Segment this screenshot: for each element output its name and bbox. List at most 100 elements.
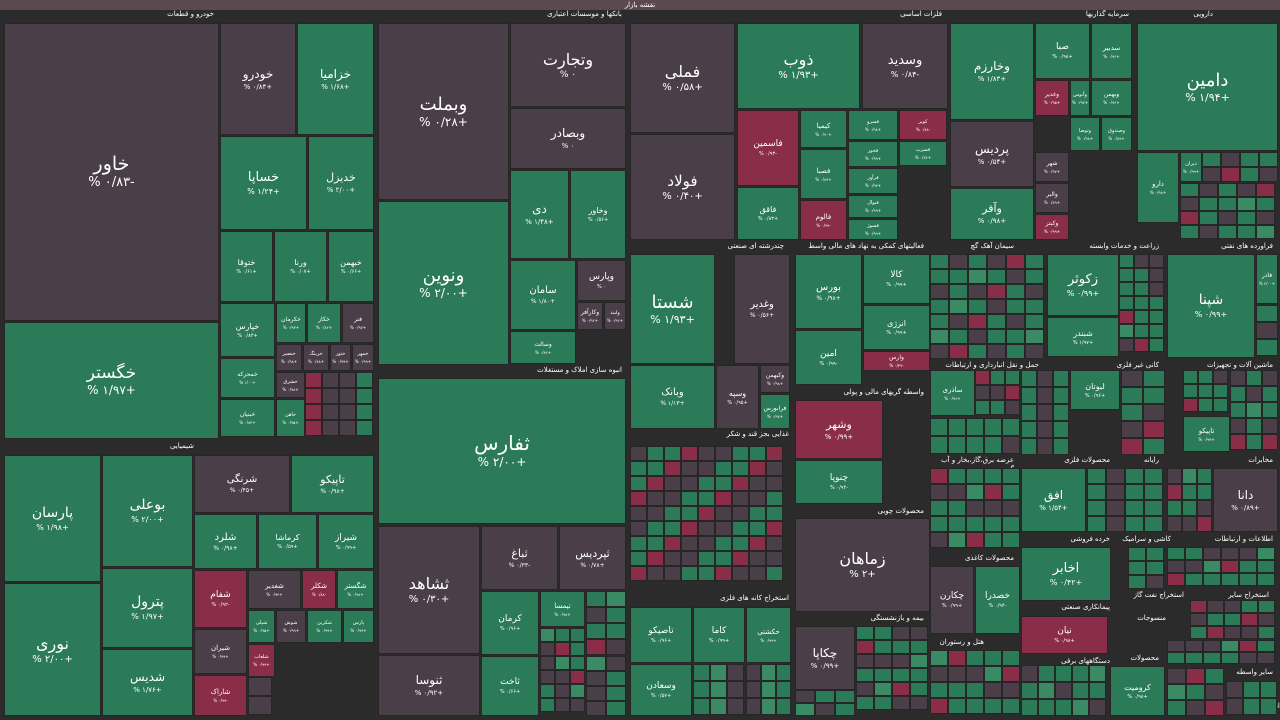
- tile-t56[interactable]: وآتوس% ۰/۹۷+: [1070, 80, 1090, 116]
- tile-t14[interactable]: خمحرکه % ۱/۰۰+: [220, 358, 275, 398]
- minor-stock-cell[interactable]: [681, 521, 698, 536]
- minor-stock-cell[interactable]: [647, 521, 664, 536]
- minor-stock-cell[interactable]: [715, 551, 732, 566]
- minor-stock-cell[interactable]: [1239, 573, 1257, 586]
- minor-stock-cell[interactable]: [681, 566, 698, 581]
- minor-stock-cell[interactable]: [1149, 268, 1164, 282]
- minor-stock-cell[interactable]: [1186, 684, 1205, 700]
- minor-stock-cell[interactable]: [856, 668, 874, 682]
- minor-stock-cell[interactable]: [647, 506, 664, 521]
- minor-stock-cell[interactable]: [715, 446, 732, 461]
- minor-stock-cell[interactable]: [966, 650, 984, 666]
- minor-stock-cell[interactable]: [1197, 484, 1212, 500]
- tile-t74[interactable]: شلرد% ۰/۹۸+: [194, 514, 257, 569]
- minor-stock-cell[interactable]: [1005, 385, 1020, 400]
- minor-stock-cell[interactable]: [1134, 282, 1149, 296]
- tile-t57[interactable]: وتوصا% ۰/۹۸+: [1070, 117, 1100, 151]
- minor-stock-cell[interactable]: [1197, 500, 1212, 516]
- minor-stock-cell[interactable]: [1256, 211, 1275, 225]
- minor-stock-cell[interactable]: [749, 461, 766, 476]
- minor-stock-cell[interactable]: [732, 446, 749, 461]
- minor-stock-cell[interactable]: [647, 476, 664, 491]
- minor-stock-cell[interactable]: [586, 623, 606, 639]
- tile-t59[interactable]: پردیس% ۰/۵۴+: [950, 121, 1034, 187]
- tile-t110[interactable]: زکوثر% ۰/۹۹+: [1047, 254, 1119, 316]
- minor-stock-cell[interactable]: [1246, 370, 1262, 386]
- minor-stock-cell[interactable]: [1257, 573, 1275, 586]
- tile-t48[interactable]: فالوم% ۰/۷۹-: [800, 200, 847, 240]
- minor-stock-cell[interactable]: [1002, 484, 1020, 500]
- minor-stock-cell[interactable]: [1257, 560, 1275, 573]
- tile-t73[interactable]: تاپیکو% ۰/۹۸+: [291, 455, 374, 513]
- minor-stock-cell[interactable]: [948, 698, 966, 714]
- minor-stock-cell[interactable]: [1021, 370, 1037, 387]
- minor-stock-cell[interactable]: [1241, 600, 1258, 613]
- minor-stock-cell[interactable]: [681, 461, 698, 476]
- minor-stock-cell[interactable]: [1246, 402, 1262, 418]
- minor-stock-cell[interactable]: [1002, 532, 1020, 548]
- minor-stock-cell[interactable]: [1119, 268, 1134, 282]
- tile-t3[interactable]: خودرو% ۰/۸۴+: [220, 23, 296, 135]
- tile-t22[interactable]: وبملت% ۰/۲۸+: [378, 23, 509, 200]
- minor-stock-cell[interactable]: [966, 436, 984, 454]
- tile-t43[interactable]: کویر% ۰/۸۸-: [899, 110, 947, 140]
- minor-stock-cell[interactable]: [1239, 560, 1257, 573]
- tile-t118[interactable]: چکارن % ۰/۹۹+: [930, 566, 974, 634]
- minor-stock-cell[interactable]: [710, 664, 727, 681]
- tile-t98[interactable]: وبانک % ۱/۱۳+: [630, 365, 715, 429]
- minor-stock-cell[interactable]: [1221, 652, 1239, 664]
- minor-stock-cell[interactable]: [1006, 254, 1025, 269]
- minor-stock-cell[interactable]: [975, 370, 990, 385]
- minor-stock-cell[interactable]: [1203, 560, 1221, 573]
- minor-stock-cell[interactable]: [1256, 225, 1275, 239]
- minor-stock-cell[interactable]: [339, 372, 356, 388]
- minor-stock-cell[interactable]: [1224, 613, 1241, 626]
- minor-stock-cell[interactable]: [968, 284, 987, 299]
- tile-t11[interactable]: خکرمان % ۰/۹۳+: [276, 303, 306, 343]
- minor-stock-cell[interactable]: [1197, 516, 1212, 532]
- minor-stock-cell[interactable]: [948, 468, 966, 484]
- minor-stock-cell[interactable]: [1072, 665, 1089, 682]
- minor-stock-cell[interactable]: [1241, 626, 1258, 639]
- minor-stock-cell[interactable]: [1199, 225, 1218, 239]
- minor-stock-cell[interactable]: [766, 566, 783, 581]
- tile-t78[interactable]: شغدیر % ۰/۹۴+: [248, 570, 301, 609]
- minor-stock-cell[interactable]: [1167, 684, 1186, 700]
- minor-stock-cell[interactable]: [910, 682, 928, 696]
- minor-stock-cell[interactable]: [606, 639, 626, 655]
- minor-stock-cell[interactable]: [1218, 211, 1237, 225]
- minor-stock-cell[interactable]: [930, 516, 948, 532]
- minor-stock-cell[interactable]: [710, 681, 727, 698]
- minor-stock-cell[interactable]: [555, 642, 570, 656]
- minor-stock-cell[interactable]: [1185, 640, 1203, 652]
- minor-stock-cell[interactable]: [1002, 500, 1020, 516]
- minor-stock-cell[interactable]: [1213, 370, 1228, 384]
- minor-stock-cell[interactable]: [874, 682, 892, 696]
- minor-stock-cell[interactable]: [630, 476, 647, 491]
- minor-stock-cell[interactable]: [322, 372, 339, 388]
- minor-stock-cell[interactable]: [698, 551, 715, 566]
- minor-stock-cell[interactable]: [1144, 468, 1163, 484]
- minor-stock-cell[interactable]: [1002, 682, 1020, 698]
- minor-stock-cell[interactable]: [975, 400, 990, 415]
- tile-t102[interactable]: بورس% ۰/۹۸+: [795, 254, 862, 329]
- minor-stock-cell[interactable]: [586, 701, 606, 716]
- minor-stock-cell[interactable]: [1006, 269, 1025, 284]
- minor-stock-cell[interactable]: [948, 516, 966, 532]
- tile-t34[interactable]: ذوب% ۱/۹۳+: [737, 23, 860, 109]
- tile-t58[interactable]: وصندوق% ۰/۸۹+: [1101, 117, 1132, 151]
- minor-stock-cell[interactable]: [1002, 468, 1020, 484]
- minor-stock-cell[interactable]: [1246, 386, 1262, 402]
- minor-stock-cell[interactable]: [1256, 197, 1275, 211]
- tile-t128[interactable]: تاپیکو% ۰/۹۹+: [1183, 416, 1230, 452]
- minor-stock-cell[interactable]: [1258, 626, 1275, 639]
- minor-stock-cell[interactable]: [1221, 547, 1239, 560]
- minor-stock-cell[interactable]: [356, 420, 373, 436]
- minor-stock-cell[interactable]: [776, 698, 791, 715]
- minor-stock-cell[interactable]: [1182, 468, 1197, 484]
- minor-stock-cell[interactable]: [874, 626, 892, 640]
- minor-stock-cell[interactable]: [984, 666, 1002, 682]
- minor-stock-cell[interactable]: [766, 476, 783, 491]
- minor-stock-cell[interactable]: [1183, 370, 1198, 384]
- minor-stock-cell[interactable]: [948, 650, 966, 666]
